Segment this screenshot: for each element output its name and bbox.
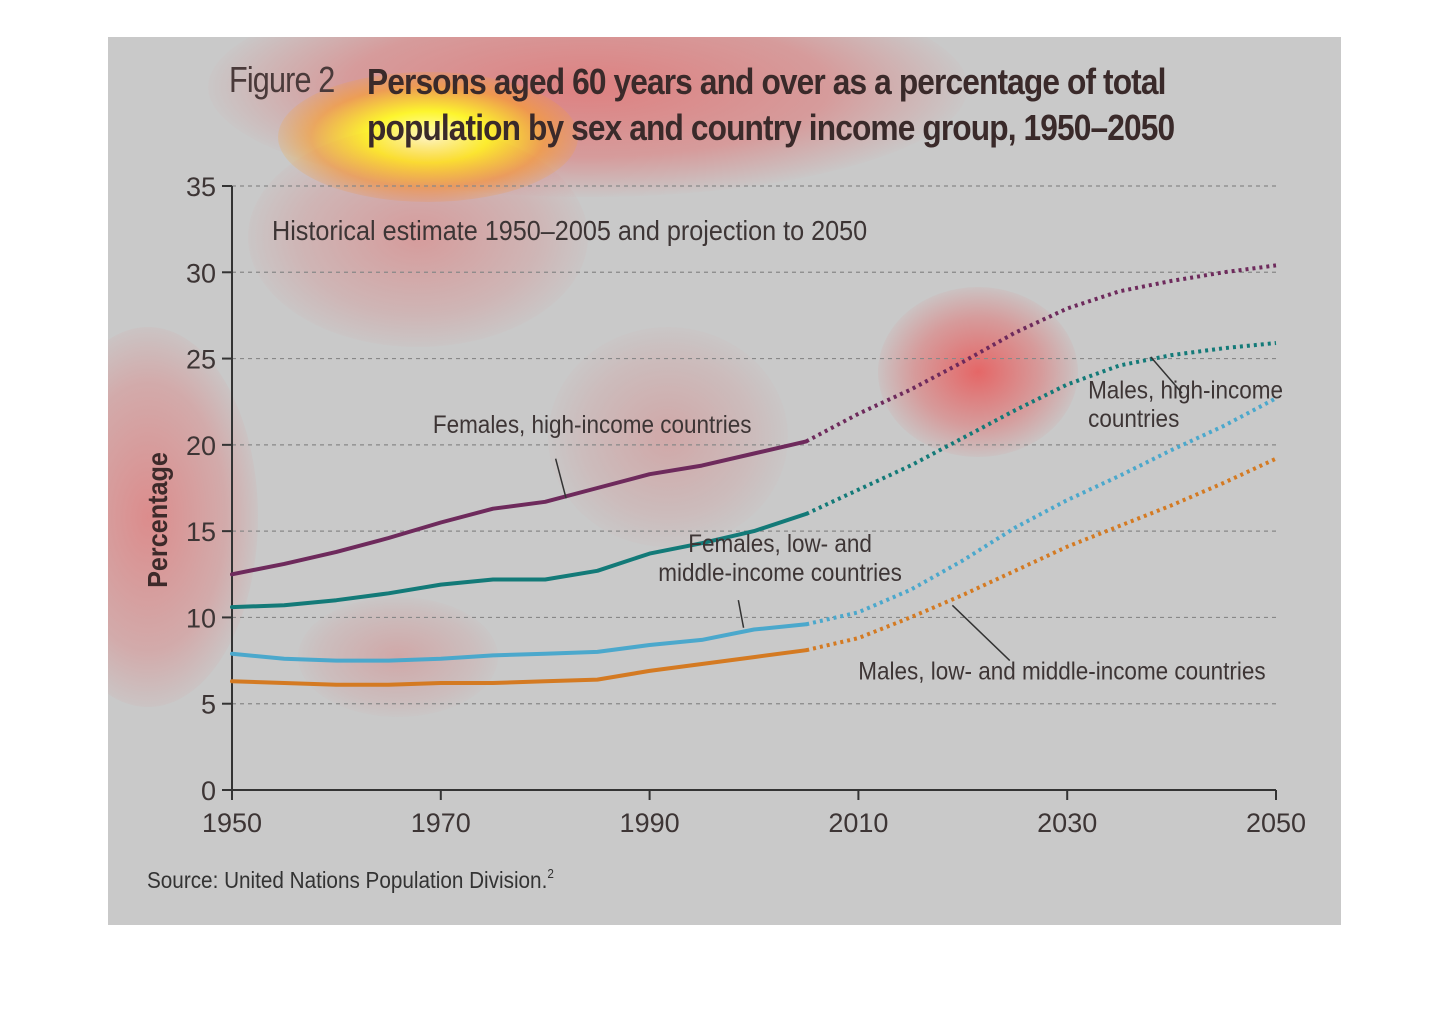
series-3-historical-line <box>230 622 809 663</box>
x-tick-label-2030: 2030 <box>1037 808 1097 838</box>
annotation-1-label-line-1: Females, high-income countries <box>433 411 752 439</box>
axes: 0 5 10 15 20 25 30 35 1950 1970 1990 2010 2030 2050 <box>186 172 1306 838</box>
annotations: Females, high-income countries Males, hig… <box>433 356 1283 686</box>
chart-figure: Figure 2 Persons aged 60 years and over … <box>108 37 1341 925</box>
source-superscript: 2 <box>547 866 554 881</box>
figure-label: Figure 2 <box>229 59 335 100</box>
x-tick-label-1990: 1990 <box>620 808 680 838</box>
annotation-2-label-line-2: countries <box>1088 405 1179 433</box>
y-tick-label-20: 20 <box>186 431 216 461</box>
annotation-3-label-line-2: middle-income countries <box>658 559 902 587</box>
series-1-projection-line <box>805 263 1277 444</box>
source-note: Source: United Nations Population Divisi… <box>147 866 554 893</box>
figure-title-line-1: Persons aged 60 years and over as a perc… <box>367 61 1166 102</box>
y-axis-label: Percentage <box>142 452 174 588</box>
series-lines <box>230 263 1277 687</box>
y-tick-label-30: 30 <box>186 258 216 288</box>
annotation-3-label-line-1: Females, low- and <box>688 530 872 558</box>
y-tick-label-0: 0 <box>201 776 216 806</box>
y-tick-label-10: 10 <box>186 603 216 633</box>
series-4-projection-line <box>805 456 1277 653</box>
x-tick-label-2050: 2050 <box>1246 808 1306 838</box>
series-1-historical-line <box>230 439 809 577</box>
annotation-1-leader <box>554 458 567 499</box>
source-text: Source: United Nations Population Divisi… <box>147 867 547 893</box>
annotation-2-label: Males, high-income countries <box>1088 376 1283 433</box>
annotation-1-label: Females, high-income countries <box>433 411 752 439</box>
series-2-projection-line <box>805 341 1277 516</box>
annotation-4-label-line-1: Males, low- and middle-income countries <box>858 657 1265 685</box>
annotation-2-label-line-1: Males, high-income <box>1088 376 1283 404</box>
y-tick-label-35: 35 <box>186 172 216 202</box>
annotation-4-label: Males, low- and middle-income countries <box>858 657 1265 685</box>
annotation-2-leader <box>1150 356 1183 394</box>
annotation-3-label: Females, low- and middle-income countries <box>658 530 902 587</box>
figure-title-line-2: population by sex and country income gro… <box>367 107 1175 148</box>
x-tick-label-1970: 1970 <box>411 808 471 838</box>
chart-subtitle: Historical estimate 1950–2005 and projec… <box>272 215 867 247</box>
y-tick-label-15: 15 <box>186 517 216 547</box>
y-tick-label-5: 5 <box>201 690 216 720</box>
y-tick-label-25: 25 <box>186 345 216 375</box>
x-tick-label-2010: 2010 <box>828 808 888 838</box>
annotation-4-leader <box>951 604 1011 662</box>
series-4-historical-line <box>230 648 809 687</box>
grid-lines <box>232 185 1276 705</box>
figure-title: Persons aged 60 years and over as a perc… <box>367 59 1175 151</box>
series-3-projection-line <box>805 396 1277 627</box>
series-2-historical-line <box>230 511 809 610</box>
x-tick-label-1950: 1950 <box>202 808 262 838</box>
annotation-3-leader <box>737 600 745 628</box>
line-chart: 0 5 10 15 20 25 30 35 1950 1970 1990 2010 2030 2050 F… <box>142 172 1306 893</box>
